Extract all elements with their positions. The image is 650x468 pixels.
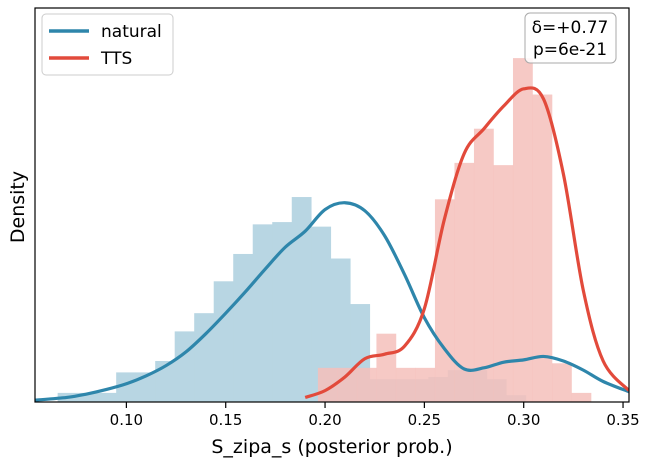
hist-bar-tts (493, 165, 514, 402)
hist-bar-natural (213, 281, 234, 402)
hist-bar-tts (415, 367, 436, 402)
hist-bar-natural (116, 372, 136, 402)
x-tick-label: 0.25 (408, 411, 441, 429)
stats-p-value: p=6e-21 (533, 40, 607, 60)
legend-label-tts: TTS (100, 49, 132, 69)
hist-bar-tts (473, 128, 494, 402)
hist-bar-tts (454, 162, 475, 402)
stats-annotation-box (524, 12, 617, 64)
hist-bar-tts (551, 363, 572, 402)
kde-curves (35, 86, 629, 402)
hist-bar-tts (376, 333, 397, 402)
hist-bar-natural (155, 361, 175, 402)
hist-bar-natural (77, 392, 97, 402)
x-axis-ticks: 0.10 0.15 0.20 0.25 0.30 0.35 (110, 402, 640, 429)
hist-bar-tts (532, 94, 553, 402)
x-tick-label: 0.10 (110, 411, 143, 429)
hist-bar-tts (571, 392, 592, 402)
hist-bar-tts (512, 58, 533, 402)
hist-bar-natural (330, 258, 351, 402)
histogram-bars (57, 58, 592, 402)
hist-bar-tts (356, 367, 377, 402)
hist-bar-natural (96, 392, 117, 402)
legend: natural TTS (41, 13, 174, 76)
hist-bar-tts (317, 367, 338, 402)
hist-bar-natural (194, 313, 215, 402)
hist-bar-tts (434, 199, 455, 402)
x-tick-label: 0.35 (606, 411, 639, 429)
kde-line-natural (35, 201, 629, 402)
hist-bar-natural (252, 224, 273, 402)
hist-bar-natural (272, 222, 293, 402)
hist-bar-natural (233, 253, 254, 402)
x-tick-label: 0.30 (507, 411, 540, 429)
y-axis-label: Density (7, 171, 29, 243)
hist-bar-tts (395, 367, 416, 402)
kde-line-tts (304, 86, 629, 399)
plot-area-frame (34, 7, 630, 403)
stats-effect-size: δ=+0.77 (532, 18, 609, 38)
legend-label-natural: natural (101, 22, 162, 42)
stats-annotation: δ=+0.77 p=6e-21 (524, 12, 617, 64)
hist-bar-natural (291, 197, 312, 402)
x-axis-label: S_zipa_s (posterior prob.) (211, 436, 452, 458)
x-tick-label: 0.15 (209, 411, 242, 429)
x-tick-label: 0.20 (308, 411, 341, 429)
hist-bar-natural (174, 331, 195, 402)
hist-bar-tts (337, 367, 358, 402)
hist-bar-natural (311, 226, 332, 402)
